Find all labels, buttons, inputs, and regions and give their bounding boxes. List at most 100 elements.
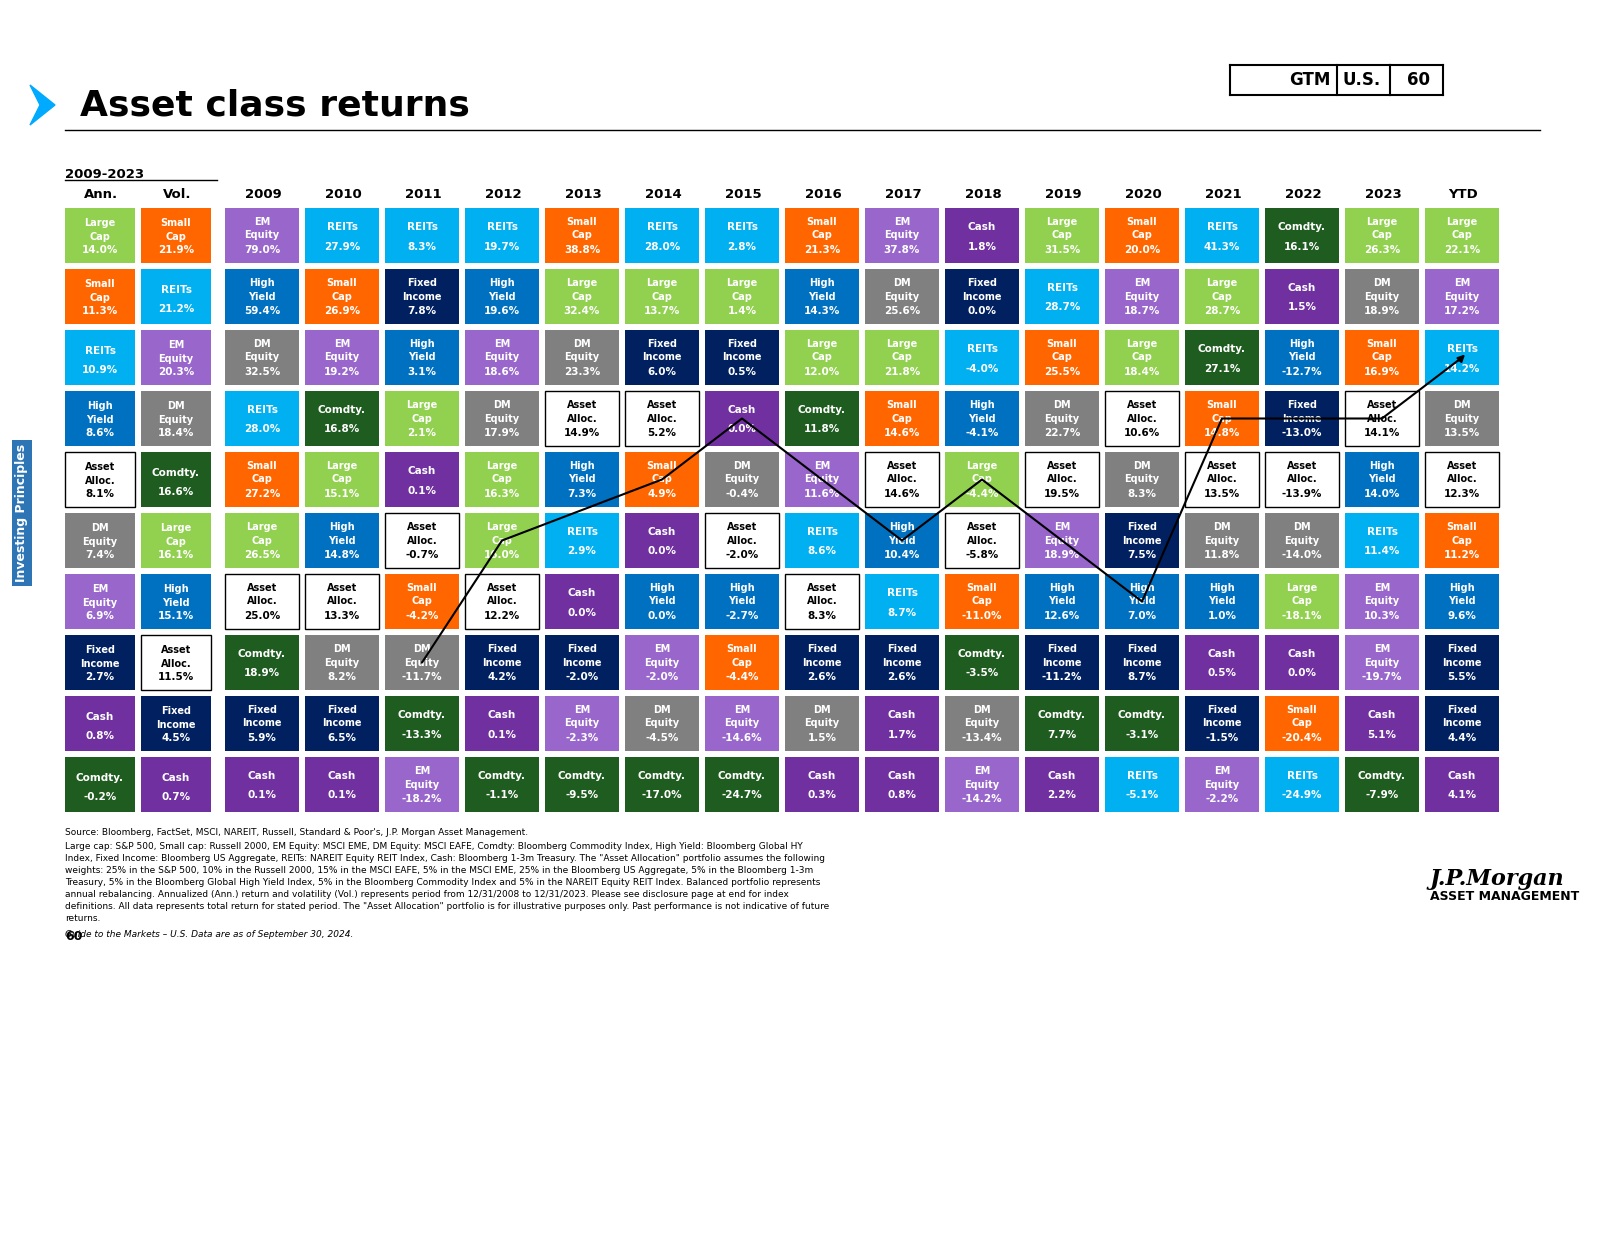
FancyBboxPatch shape	[786, 452, 859, 507]
Text: Asset: Asset	[1206, 461, 1237, 471]
Text: Cash: Cash	[728, 405, 757, 415]
Text: 6.5%: 6.5%	[328, 733, 357, 743]
Text: Guide to the Markets – U.S. Data are as of September 30, 2024.: Guide to the Markets – U.S. Data are as …	[66, 930, 354, 939]
Text: 2010: 2010	[325, 188, 362, 201]
Text: Equity: Equity	[805, 475, 840, 485]
FancyBboxPatch shape	[1106, 330, 1179, 385]
FancyBboxPatch shape	[706, 452, 779, 507]
FancyBboxPatch shape	[1266, 269, 1339, 324]
Text: Equity: Equity	[885, 231, 920, 240]
Text: Alloc.: Alloc.	[486, 597, 517, 607]
Text: Asset: Asset	[1286, 461, 1317, 471]
Text: Cap: Cap	[90, 293, 110, 303]
FancyBboxPatch shape	[1266, 574, 1339, 629]
Text: Equity: Equity	[1445, 292, 1480, 302]
Text: -20.4%: -20.4%	[1282, 733, 1322, 743]
Text: -1.1%: -1.1%	[485, 790, 518, 800]
Text: Cap: Cap	[331, 292, 352, 302]
Text: 5.9%: 5.9%	[248, 733, 277, 743]
Text: 0.0%: 0.0%	[648, 547, 677, 557]
Text: Large: Large	[160, 523, 192, 533]
Text: Fixed: Fixed	[1446, 644, 1477, 654]
Text: Equity: Equity	[245, 353, 280, 363]
Text: Cash: Cash	[568, 588, 597, 598]
FancyBboxPatch shape	[306, 635, 379, 690]
Text: Cap: Cap	[571, 292, 592, 302]
Text: Fixed: Fixed	[162, 706, 190, 716]
Text: Alloc.: Alloc.	[966, 536, 997, 546]
Text: EM: EM	[1134, 278, 1150, 288]
Text: Cap: Cap	[1291, 719, 1312, 729]
Text: 0.0%: 0.0%	[568, 608, 597, 618]
Text: High: High	[163, 584, 189, 594]
Text: -2.0%: -2.0%	[565, 672, 598, 682]
FancyBboxPatch shape	[226, 635, 299, 690]
Text: Equity: Equity	[405, 658, 440, 668]
Text: Equity: Equity	[158, 415, 194, 425]
Text: -19.7%: -19.7%	[1362, 672, 1402, 682]
Text: Small: Small	[806, 217, 837, 227]
Text: 2020: 2020	[1125, 188, 1162, 201]
Text: Investing Principles: Investing Principles	[16, 444, 29, 582]
Text: Cap: Cap	[1291, 597, 1312, 607]
Text: Equity: Equity	[1205, 780, 1240, 790]
FancyBboxPatch shape	[786, 208, 859, 263]
FancyBboxPatch shape	[1426, 391, 1499, 446]
Text: Yield: Yield	[1448, 597, 1475, 607]
Text: REITs: REITs	[1206, 222, 1237, 232]
Text: 8.2%: 8.2%	[328, 672, 357, 682]
Text: 2017: 2017	[885, 188, 922, 201]
Text: 37.8%: 37.8%	[883, 244, 920, 254]
Text: 21.9%: 21.9%	[158, 244, 194, 254]
FancyBboxPatch shape	[546, 330, 619, 385]
Text: 4.5%: 4.5%	[162, 733, 190, 743]
Text: 18.9%: 18.9%	[1043, 549, 1080, 559]
Text: 0.8%: 0.8%	[888, 790, 917, 800]
Text: Small: Small	[1126, 217, 1157, 227]
Text: Income: Income	[1122, 658, 1162, 668]
FancyBboxPatch shape	[66, 758, 134, 812]
Text: 10.4%: 10.4%	[883, 549, 920, 559]
FancyBboxPatch shape	[141, 269, 211, 324]
Text: High: High	[970, 400, 995, 410]
Text: 0.1%: 0.1%	[248, 790, 277, 800]
FancyBboxPatch shape	[706, 697, 779, 751]
Text: Asset class returns: Asset class returns	[80, 88, 470, 122]
Text: Cap: Cap	[1131, 353, 1152, 363]
FancyBboxPatch shape	[141, 635, 211, 690]
Text: 0.1%: 0.1%	[328, 790, 357, 800]
FancyBboxPatch shape	[1186, 697, 1259, 751]
FancyBboxPatch shape	[306, 391, 379, 446]
Text: REITs: REITs	[1366, 527, 1397, 537]
FancyBboxPatch shape	[226, 452, 299, 507]
FancyBboxPatch shape	[1346, 635, 1419, 690]
Text: 31.5%: 31.5%	[1043, 244, 1080, 254]
FancyBboxPatch shape	[626, 758, 699, 812]
Text: Small: Small	[1446, 522, 1477, 532]
Text: Yield: Yield	[1368, 475, 1395, 485]
Text: 2022: 2022	[1285, 188, 1322, 201]
Text: Income: Income	[1202, 719, 1242, 729]
Text: 7.8%: 7.8%	[408, 305, 437, 315]
Text: High: High	[410, 339, 435, 349]
Text: Large: Large	[806, 339, 838, 349]
FancyBboxPatch shape	[1186, 758, 1259, 812]
Text: Equity: Equity	[645, 658, 680, 668]
FancyBboxPatch shape	[866, 391, 939, 446]
Text: Fixed: Fixed	[966, 278, 997, 288]
FancyBboxPatch shape	[786, 391, 859, 446]
FancyBboxPatch shape	[706, 513, 779, 568]
Text: Cap: Cap	[491, 536, 512, 546]
Text: Yield: Yield	[488, 292, 515, 302]
Text: Comdty.: Comdty.	[1198, 344, 1246, 354]
Text: 8.3%: 8.3%	[1128, 488, 1157, 498]
Text: 8.1%: 8.1%	[85, 488, 115, 498]
Text: Comdty.: Comdty.	[152, 468, 200, 478]
Text: Large: Large	[486, 461, 518, 471]
Text: Income: Income	[242, 719, 282, 729]
Text: -14.6%: -14.6%	[722, 733, 762, 743]
Text: Income: Income	[562, 658, 602, 668]
Text: Comdty.: Comdty.	[238, 649, 286, 659]
Text: 1.5%: 1.5%	[1288, 303, 1317, 313]
Text: EM: EM	[1374, 644, 1390, 654]
